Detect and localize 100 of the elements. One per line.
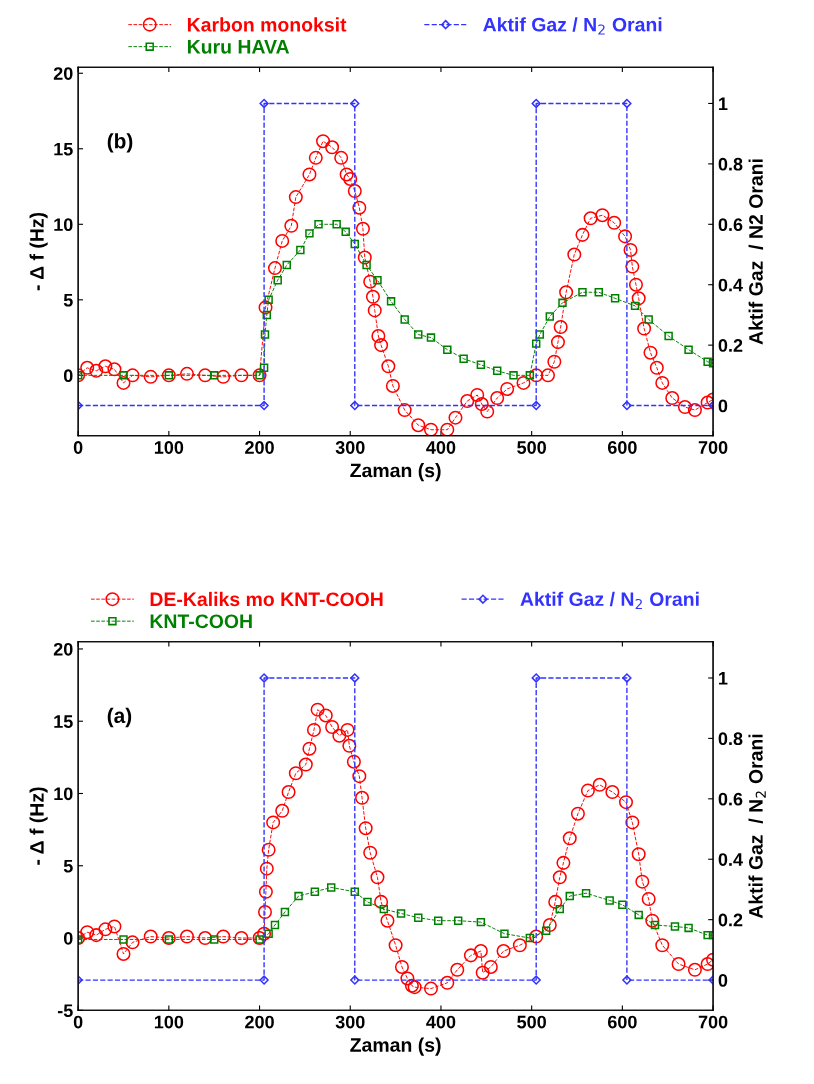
x-tick-label: 100 (154, 441, 184, 454)
y-axis-title: - Δ f (Hz) (29, 787, 48, 865)
y2-tick-label: 1 (719, 97, 728, 110)
point (414, 913, 423, 923)
x-axis-title: Zaman (s) (350, 1037, 441, 1056)
x-tick-label: 400 (426, 1015, 456, 1029)
point (280, 907, 290, 917)
point (310, 887, 320, 897)
point (525, 371, 535, 380)
point (492, 366, 502, 376)
point (270, 920, 280, 930)
y-tick-label: 0 (63, 931, 73, 945)
y2-tick-label: 0.2 (718, 913, 743, 927)
y-tick-label: 20 (53, 642, 73, 656)
point (443, 345, 452, 354)
point (459, 354, 468, 363)
point (426, 333, 436, 342)
point (400, 315, 409, 324)
y-tick-label: 20 (53, 67, 73, 80)
point (414, 330, 423, 339)
x-tick-label: 0 (73, 441, 83, 454)
point (350, 239, 360, 249)
point (209, 371, 219, 380)
point (476, 360, 486, 370)
y-tick-label: 10 (54, 218, 73, 232)
point (535, 330, 545, 339)
x-tick-label: 700 (698, 441, 728, 454)
y2-tick-label: 0.8 (718, 157, 743, 171)
point (326, 883, 336, 892)
x-tick-label: 100 (154, 1015, 184, 1029)
point (332, 220, 341, 229)
legend-label: Kuru HAVA (187, 40, 290, 54)
point (644, 315, 653, 324)
point (618, 900, 627, 910)
point (581, 888, 591, 898)
point (476, 917, 486, 927)
point (350, 887, 360, 897)
legend-label: KNT-COOH (150, 614, 252, 629)
annotation: (a) (107, 707, 132, 728)
x-tick-label: 200 (245, 1015, 274, 1029)
legend-label: Aktif Gaz / N$_{2}$ Orani (520, 591, 699, 610)
y-tick-label: 5 (63, 859, 73, 873)
point (396, 909, 406, 918)
point (341, 227, 350, 237)
point (634, 910, 643, 920)
y2-axis-title: Aktif Gaz / N$_{2}$ Orani (748, 734, 766, 919)
point (282, 260, 291, 270)
y2-tick-label: 0.4 (718, 278, 743, 292)
y2-tick-label: 0.6 (718, 218, 743, 232)
x-tick-label: 300 (335, 1015, 365, 1029)
y-tick-label: 10 (54, 787, 73, 801)
x-tick-label: 400 (426, 441, 456, 454)
point (260, 330, 270, 339)
y-tick-label: -5 (57, 1004, 73, 1018)
y2-tick-label: 0 (718, 399, 728, 413)
x-tick-label: 500 (517, 1015, 546, 1029)
point (119, 371, 128, 380)
point (294, 891, 303, 901)
point (273, 275, 282, 285)
point (433, 916, 443, 925)
y2-axis-title: Aktif Gaz / N2 Orani (748, 159, 764, 345)
point (605, 896, 614, 905)
y-tick-label: 15 (54, 715, 73, 728)
point (541, 926, 551, 936)
point (684, 923, 693, 933)
x-tick-label: 600 (607, 441, 637, 454)
y2-tick-label: 1 (719, 672, 728, 685)
y-axis-title: - Δ f (Hz) (29, 212, 48, 291)
point (664, 331, 673, 341)
point (558, 298, 567, 308)
point (684, 345, 693, 354)
point (453, 916, 463, 925)
x-tick-label: 500 (517, 441, 546, 454)
legend-label: DE-Kaliks mo KNT-COOH (150, 591, 383, 607)
point (545, 312, 555, 321)
y-tick-label: 0 (63, 369, 73, 383)
point (509, 371, 518, 380)
y2-tick-label: 0.6 (718, 792, 743, 806)
point (565, 891, 574, 901)
legend-label: Karbon monoksit (187, 17, 347, 32)
point (379, 904, 389, 914)
point (525, 933, 535, 943)
legend-label: Aktif Gaz / N$_{2}$ Orani (483, 17, 662, 35)
x-tick-label: 200 (245, 441, 274, 454)
point (373, 275, 382, 285)
point (531, 339, 541, 348)
point (264, 295, 273, 305)
point (703, 357, 712, 366)
point (578, 288, 587, 297)
point (630, 301, 640, 311)
point (209, 935, 219, 944)
point (314, 220, 323, 229)
point (119, 935, 128, 944)
y-tick-label: 15 (54, 142, 73, 156)
point (500, 929, 509, 938)
point (362, 260, 371, 270)
point (262, 310, 272, 320)
y2-tick-label: 0.8 (718, 732, 743, 746)
point (555, 904, 565, 914)
x-tick-label: 700 (698, 1015, 728, 1029)
